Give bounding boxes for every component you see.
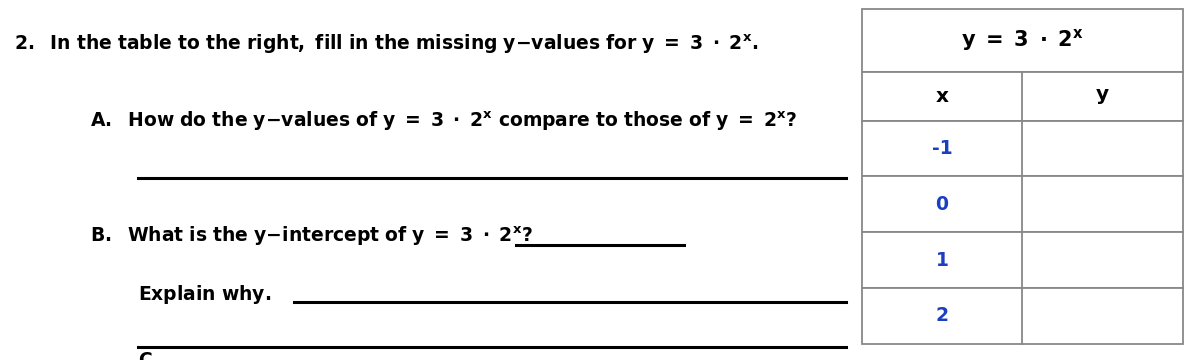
Bar: [862, 288, 1183, 344]
Text: $\mathbf{B.\ \ What\ is\ the\ }$$\mathit{\mathbf{y}}$$\mathbf{{-intercept\ of\ }: $\mathbf{B.\ \ What\ is\ the\ }$$\mathit…: [90, 225, 533, 248]
Bar: [862, 9, 1183, 72]
Bar: [862, 121, 1183, 176]
Text: 1: 1: [936, 251, 948, 270]
Bar: [862, 72, 1183, 121]
Text: $\mathbf{2.}$  $\mathbf{In\ the\ table\ to\ the\ right,\ fill\ in\ the\ missing\: $\mathbf{2.}$ $\mathbf{In\ the\ table\ t…: [14, 32, 758, 56]
Text: 2: 2: [936, 306, 948, 325]
Text: $\mathbf{Explain\ why.}$: $\mathbf{Explain\ why.}$: [138, 283, 271, 306]
Bar: [862, 176, 1183, 232]
Bar: [862, 232, 1183, 288]
Text: 0: 0: [936, 195, 948, 214]
Text: $\mathbf{C.}$: $\mathbf{C.}$: [138, 351, 158, 360]
Text: $\mathbf{A.\ \ How\ do\ the\ }$$\mathit{\mathbf{y}}$$\mathbf{{-values\ of\ }}$$\: $\mathbf{A.\ \ How\ do\ the\ }$$\mathit{…: [90, 110, 797, 133]
Text: $\mathit{\mathbf{y\ =\ 3\ \bullet\ 2}}^{\mathit{\mathbf{x}}}$: $\mathit{\mathbf{y\ =\ 3\ \bullet\ 2}}^{…: [961, 27, 1084, 54]
Text: $\mathit{\mathbf{x}}$: $\mathit{\mathbf{x}}$: [935, 87, 949, 106]
Text: -1: -1: [931, 139, 953, 158]
Text: $\mathit{\mathbf{y}}$: $\mathit{\mathbf{y}}$: [1096, 87, 1110, 106]
